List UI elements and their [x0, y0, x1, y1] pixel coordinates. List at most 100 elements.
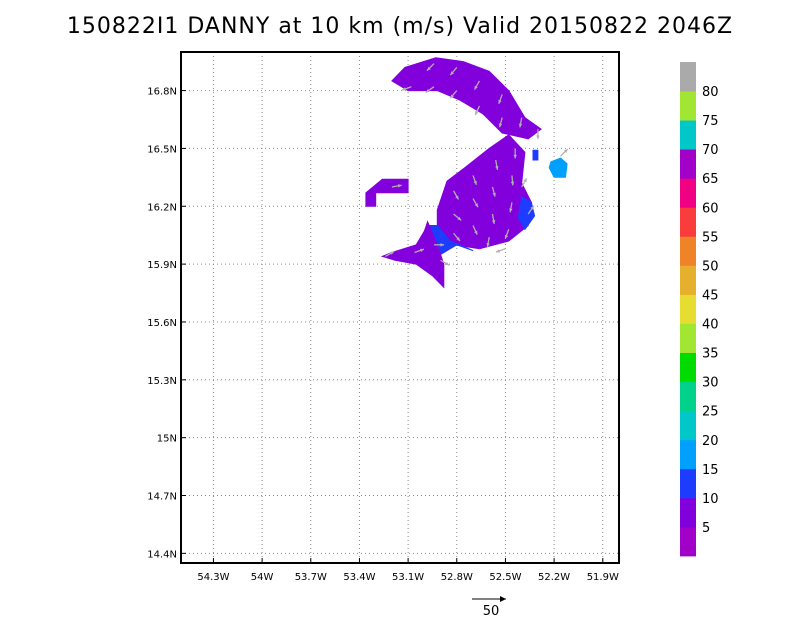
wind-vector-arrow-icon — [504, 229, 510, 240]
y-tick-label: 15N — [157, 434, 177, 445]
x-tick-label: 51.9W — [587, 572, 619, 583]
colorbar-label: 15 — [702, 463, 719, 478]
colorbar-label: 25 — [702, 405, 719, 420]
wind-vector-arrow-icon — [495, 159, 499, 170]
wind-vector-arrow-icon — [498, 94, 503, 105]
reference-vector-label: 50 — [483, 604, 500, 618]
wind-region-small-north-blob — [365, 178, 409, 207]
wind-vector-arrow-icon — [513, 148, 517, 159]
x-tick-label: 54.3W — [197, 572, 229, 583]
wind-vector-arrow-icon — [453, 213, 462, 221]
colorbar-swatch — [680, 381, 696, 412]
colorbar-label: 60 — [702, 201, 719, 216]
x-tick-label: 52.8W — [441, 572, 473, 583]
colorbar-swatch — [680, 439, 696, 470]
x-tick-label: 53.4W — [343, 572, 375, 583]
colorbar-swatch — [680, 410, 696, 441]
wind-vector-arrow-icon — [385, 250, 395, 257]
colorbar-swatch — [680, 352, 696, 383]
wind-vectors — [385, 63, 569, 266]
chart-title: 150822I1 DANNY at 10 km (m/s) Valid 2015… — [66, 14, 734, 39]
y-tick-label: 14.4N — [147, 549, 177, 560]
wind-region-east-fragment-blue — [532, 149, 539, 161]
wind-vector-arrow-icon — [495, 248, 506, 253]
colorbar-label: 30 — [702, 376, 719, 391]
colorbar-label: 45 — [702, 289, 719, 304]
y-tick-label: 16.5N — [147, 144, 177, 155]
colorbar-swatch — [680, 294, 696, 324]
colorbar-swatch — [680, 265, 696, 295]
colorbar-swatch — [680, 149, 696, 179]
colorbar-label: 55 — [702, 230, 719, 245]
wind-vector-arrow-icon — [491, 213, 496, 224]
wind-vector-arrow-icon — [440, 259, 450, 266]
wind-region-east-fragment — [548, 157, 568, 178]
wind-vector-arrow-icon — [449, 67, 458, 76]
wind-field — [365, 57, 568, 289]
wind-region-central-core — [436, 134, 532, 250]
colorbar-label: 65 — [702, 172, 719, 187]
wind-vector-arrow-icon — [425, 86, 435, 93]
wind-vector-arrow-icon — [521, 177, 528, 188]
colorbar-label: 40 — [702, 318, 719, 333]
wind-region-core-east-blue — [517, 195, 536, 231]
x-axis: 54.3W 54W 53.7W 53.4W 53.1W 52.8W 52.5W 52.2W 51… — [197, 558, 619, 583]
colorbar-label: 10 — [702, 492, 719, 507]
colorbar-label: 20 — [702, 434, 719, 449]
colorbar-swatch — [680, 323, 696, 353]
reference-arrowhead-icon — [500, 596, 506, 602]
x-tick-label: 52.2W — [538, 572, 570, 583]
colorbar-label: 75 — [702, 114, 719, 129]
wind-vector-arrow-icon — [536, 129, 540, 140]
x-tick-label: 54W — [251, 572, 274, 583]
colorbar: 5 10 15 20 25 30 35 40 45 50 55 60 65 70 75 80 — [680, 62, 719, 557]
wind-vector-arrow-icon — [473, 80, 481, 90]
wind-vector-arrow-icon — [491, 186, 496, 197]
wind-vector-arrow-icon — [452, 190, 460, 200]
wind-vector-arrow-icon — [449, 90, 458, 99]
wind-vector-arrow-icon — [391, 184, 402, 188]
y-tick-label: 15.9N — [147, 260, 177, 271]
wind-region-north-band — [391, 57, 542, 140]
y-axis: 16.8N 16.5N 16.2N 15.9N 15.6N 15.3N 15N 14.7N 14… — [147, 87, 186, 560]
plot-frame — [180, 51, 620, 564]
colorbar-label: 70 — [702, 143, 719, 158]
wind-vector-arrow-icon — [434, 243, 445, 247]
wind-vector-arrow-icon — [401, 86, 412, 91]
x-tick-label: 53.1W — [392, 572, 424, 583]
wind-vector-arrow-icon — [510, 175, 515, 186]
colorbar-label: 50 — [702, 259, 719, 274]
wind-vector-arrow-icon — [426, 63, 435, 72]
y-tick-label: 15.6N — [147, 318, 177, 329]
colorbar-swatch — [680, 120, 696, 150]
colorbar-swatch — [680, 526, 696, 557]
wind-vector-arrow-icon — [472, 225, 478, 235]
x-tick-label: 52.5W — [489, 572, 521, 583]
y-tick-label: 16.2N — [147, 202, 177, 213]
wind-vector-arrow-icon — [527, 205, 535, 215]
colorbar-swatch — [680, 468, 696, 499]
y-tick-label: 16.8N — [147, 87, 177, 98]
colorbar-label: 5 — [702, 521, 710, 536]
wind-vector-arrow-icon — [453, 232, 461, 242]
y-tick-label: 14.7N — [147, 492, 177, 503]
wind-vector-arrow-icon — [474, 105, 481, 116]
colorbar-swatch — [680, 236, 696, 266]
wind-vector-arrow-icon — [560, 148, 569, 157]
x-tick-label: 53.7W — [295, 572, 327, 583]
colorbar-label: 35 — [702, 347, 719, 362]
colorbar-swatch — [680, 207, 696, 237]
wind-vector-arrow-icon — [486, 237, 490, 248]
wind-vector-arrow-icon — [472, 198, 479, 208]
grid-lines — [181, 52, 619, 563]
wind-vector-arrow-icon — [414, 248, 425, 254]
y-tick-label: 15.3N — [147, 376, 177, 387]
wind-vector-arrow-icon — [498, 117, 503, 128]
colorbar-swatch — [680, 91, 696, 121]
colorbar-swatch — [680, 497, 696, 528]
colorbar-swatch — [680, 62, 696, 92]
colorbar-swatch — [680, 178, 696, 208]
wind-vector-arrow-icon — [509, 202, 513, 213]
wind-vector-arrow-icon — [518, 117, 523, 128]
